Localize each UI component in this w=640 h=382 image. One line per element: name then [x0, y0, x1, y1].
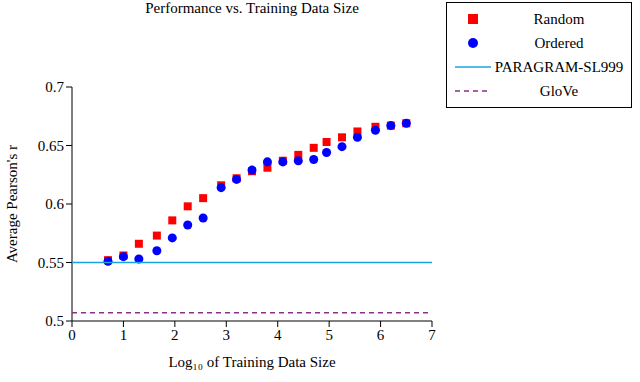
svg-text:0: 0 — [68, 327, 76, 343]
svg-text:0.55: 0.55 — [38, 255, 64, 271]
svg-text:6: 6 — [377, 327, 385, 343]
html-text:Ordered: Ordered — [534, 34, 584, 51]
html-text:Performance vs. Training Data: Performance vs. Training Data Size — [145, 0, 359, 16]
html-text:GloVe: GloVe — [539, 82, 579, 99]
svg-text:0.6: 0.6 — [45, 196, 64, 212]
svg-text:0.65: 0.65 — [38, 138, 64, 154]
svg-text:Log₁₀ of Training Data Size: Log₁₀ of Training Data Size — [168, 354, 335, 370]
svg-text:2: 2 — [171, 327, 179, 343]
svg-text:1: 1 — [120, 327, 128, 343]
svg-text:7: 7 — [428, 327, 436, 343]
svg-text:0.7: 0.7 — [45, 79, 64, 95]
html-text:Random: Random — [533, 10, 585, 27]
svg-text:3: 3 — [223, 327, 231, 343]
svg-text:4: 4 — [274, 327, 282, 343]
html-text:PARAGRAM-SL999: PARAGRAM-SL999 — [494, 58, 624, 75]
svg-text:Average Pearson's r: Average Pearson's r — [8, 145, 20, 263]
svg-text:5: 5 — [325, 327, 333, 343]
svg-text:0.5: 0.5 — [45, 313, 64, 329]
